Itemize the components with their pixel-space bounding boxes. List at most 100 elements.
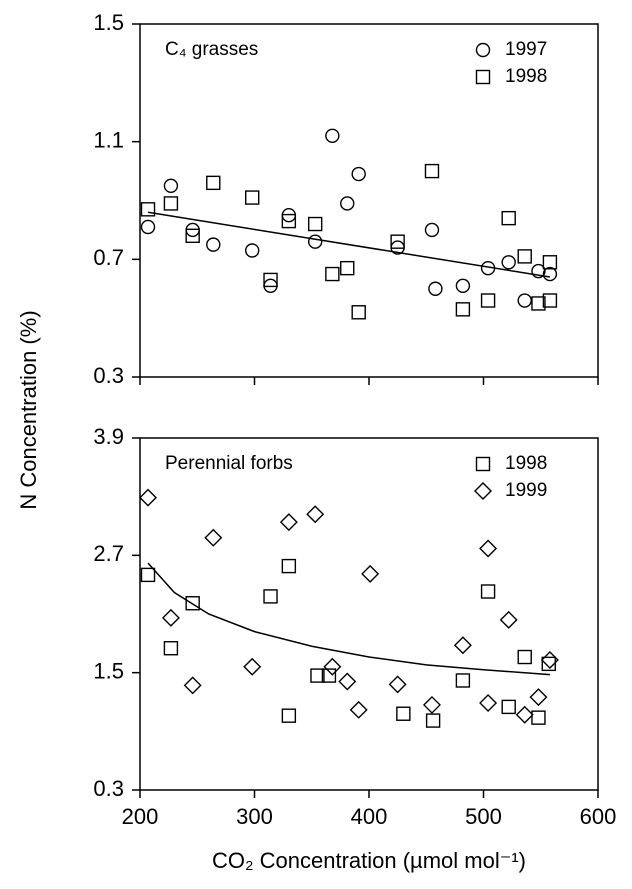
data-point: [499, 610, 518, 629]
data-point: [351, 166, 366, 182]
y-tick-label: 1.1: [93, 127, 124, 152]
data-point: [163, 196, 179, 211]
data-point: [204, 528, 223, 547]
data-point: [140, 202, 156, 217]
panel-label: C₄ grasses: [165, 39, 258, 60]
data-point: [323, 657, 342, 676]
legend-marker: [475, 42, 491, 58]
data-point: [306, 505, 325, 524]
x-tick-label: 200: [122, 804, 159, 829]
data-point: [480, 584, 496, 599]
data-point: [515, 705, 534, 724]
data-point: [531, 263, 546, 279]
data-point: [185, 596, 200, 611]
x-tick-label: 400: [351, 804, 388, 829]
y-tick-label: 1.5: [93, 10, 124, 35]
y-tick-label: 3.9: [93, 424, 124, 449]
legend-label: 1998: [505, 453, 547, 474]
data-point: [424, 222, 440, 238]
data-point: [206, 175, 221, 191]
y-axis-label: N Concentration (%): [16, 310, 41, 509]
data-point: [263, 272, 278, 288]
data-point: [479, 539, 498, 558]
data-point: [243, 657, 262, 676]
data-point: [163, 178, 179, 193]
data-point: [338, 672, 357, 691]
data-point: [351, 305, 366, 320]
y-tick-label: 1.5: [93, 658, 124, 683]
legend-marker: [474, 482, 492, 500]
data-point: [396, 706, 411, 721]
data-point: [263, 589, 278, 604]
data-point: [185, 228, 200, 244]
data-point: [325, 266, 340, 282]
x-tick-label: 300: [236, 804, 273, 829]
data-point: [245, 190, 260, 205]
data-point: [517, 293, 532, 308]
y-tick-label: 0.7: [93, 245, 124, 270]
data-point: [279, 513, 298, 532]
data-point: [183, 676, 202, 695]
data-point: [541, 656, 556, 672]
data-point: [455, 278, 471, 294]
data-point: [529, 688, 548, 707]
data-point: [479, 693, 498, 712]
legend-marker: [475, 456, 491, 472]
data-point: [422, 695, 441, 714]
data-point: [388, 675, 407, 694]
data-point: [206, 237, 221, 252]
data-point: [321, 668, 337, 683]
data-point: [281, 708, 297, 723]
data-point: [425, 713, 441, 728]
legend-label: 1998: [505, 66, 547, 87]
data-point: [542, 293, 558, 308]
data-point: [540, 650, 559, 669]
data-point: [517, 649, 532, 665]
data-point: [349, 700, 368, 719]
data-point: [163, 641, 179, 656]
data-point: [310, 668, 325, 683]
data-point: [340, 260, 355, 276]
data-point: [453, 636, 472, 655]
y-tick-label: 0.3: [93, 776, 124, 801]
trend-line: [147, 562, 550, 676]
data-point: [140, 219, 156, 235]
data-point: [480, 260, 496, 276]
panel-label: Perennial forbs: [165, 453, 293, 474]
x-tick-label: 600: [580, 804, 617, 829]
data-point: [307, 234, 323, 249]
y-tick-label: 2.7: [93, 541, 124, 566]
data-point: [455, 302, 471, 317]
data-point: [501, 210, 516, 226]
data-point: [531, 296, 546, 311]
data-point: [245, 243, 260, 258]
data-point: [501, 699, 516, 715]
data-point: [517, 249, 532, 264]
y-tick-label: 0.3: [93, 363, 124, 388]
x-axis-label: CO₂ Concentration (µmol mol⁻¹): [212, 848, 526, 873]
data-point: [542, 266, 558, 282]
data-point: [161, 608, 180, 627]
legend-label: 1997: [505, 39, 547, 60]
trend-line: [147, 211, 551, 278]
data-point: [424, 163, 440, 179]
data-point: [139, 488, 158, 507]
data-point: [361, 564, 380, 583]
data-point: [307, 216, 323, 232]
data-point: [325, 128, 340, 143]
data-point: [340, 196, 355, 211]
data-point: [140, 567, 156, 583]
data-point: [501, 255, 516, 270]
data-point: [390, 234, 405, 249]
data-point: [542, 255, 558, 270]
x-tick-label: 500: [465, 804, 502, 829]
data-point: [480, 293, 496, 308]
data-point: [281, 213, 297, 229]
legend-label: 1999: [505, 480, 547, 501]
data-point: [428, 281, 443, 296]
data-point: [281, 558, 297, 574]
data-point: [455, 673, 471, 688]
data-point: [531, 710, 546, 725]
legend-marker: [475, 69, 491, 85]
